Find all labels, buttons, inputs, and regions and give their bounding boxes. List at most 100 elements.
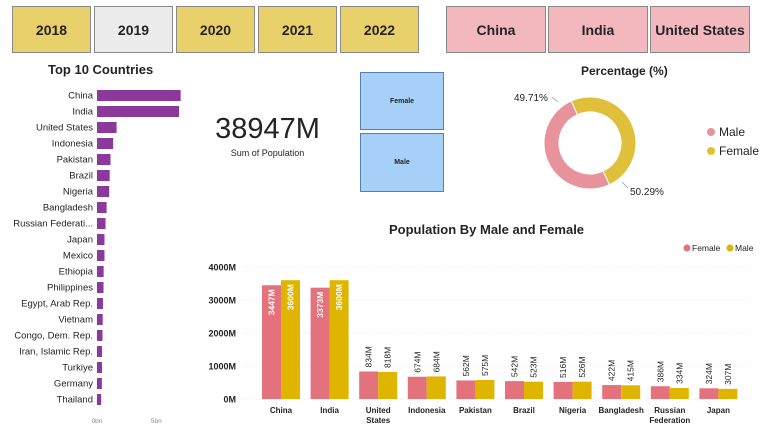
- gender-x-tick: Pakistan: [459, 406, 492, 415]
- gender-bar-female: [699, 388, 719, 399]
- gender-bar-male: [281, 280, 300, 399]
- gender-bar-male: [718, 388, 738, 399]
- gender-bar-label: 386M: [655, 361, 665, 382]
- top-country-label: Egypt, Arab Rep.: [21, 299, 93, 310]
- top-country-bar: [97, 218, 106, 229]
- donut-label-female: 49.71%: [514, 93, 548, 104]
- gender-x-tick: China: [270, 406, 293, 415]
- top-country-label: Russian Federati...: [13, 219, 93, 230]
- gender-bar-label: 3600M: [334, 284, 344, 310]
- top-country-bar: [97, 314, 103, 325]
- gender-bar-label: 307M: [723, 364, 733, 385]
- gender-bar-label: 3600M: [286, 284, 296, 310]
- top-country-bar: [97, 90, 181, 101]
- gender-bar-male: [621, 385, 641, 399]
- gender-bar-male: [669, 387, 689, 399]
- gender-legend-marker: [683, 244, 691, 252]
- gender-y-tick: 4000M: [208, 263, 236, 273]
- top-country-bar: [97, 202, 107, 213]
- gender-x-tick: Japan: [707, 406, 730, 415]
- gender-y-tick: 2000M: [208, 329, 236, 339]
- gender-bar-label: 324M: [704, 363, 714, 384]
- top-country-label: Bangladesh: [43, 203, 93, 214]
- top-countries-chart: China India United States Indonesia Pakistan…: [13, 90, 181, 425]
- top-country-label: Mexico: [63, 251, 93, 262]
- gender-x-tick: India: [320, 406, 339, 415]
- gender-bar-male: [426, 376, 446, 399]
- top-country-label: Thailand: [57, 395, 93, 406]
- gender-bar-label: 3447M: [267, 289, 277, 315]
- top-countries-title: Top 10 Countries: [48, 62, 154, 77]
- gender-chart-title: Population By Male and Female: [389, 222, 585, 237]
- top-country-label: Vietnam: [58, 315, 93, 326]
- country-button-india[interactable]: India: [548, 6, 648, 53]
- gender-x-tick: Indonesia: [408, 406, 446, 415]
- gender-bar-label: 818M: [383, 347, 393, 368]
- top-country-bar: [97, 298, 103, 309]
- gender-bar-female: [505, 381, 524, 399]
- year-button-2022[interactable]: 2022: [340, 6, 419, 53]
- gender-bar-female: [310, 287, 330, 399]
- gender-bar-label: 516M: [558, 357, 568, 378]
- male-filter-button[interactable]: Male: [360, 133, 444, 192]
- kpi-card: 38947M Sum of Population: [205, 112, 330, 158]
- kpi-value: 38947M: [215, 113, 320, 145]
- gender-bar-label: 523M: [529, 356, 539, 377]
- gender-bar-chart: 0M 1000M 2000M 3000M 4000M Female Male 3447M 360…: [208, 243, 753, 425]
- top-country-bar: [97, 330, 103, 341]
- gender-bar-male: [378, 372, 398, 399]
- gender-bar-female: [553, 381, 573, 399]
- donut-slice-female: [570, 96, 637, 186]
- gender-x-tick: Brazil: [513, 406, 535, 415]
- gender-bar-female: [650, 386, 670, 399]
- top-country-bar: [97, 282, 104, 293]
- top-country-label: Ethiopia: [59, 267, 94, 278]
- top-country-bar: [97, 170, 110, 181]
- top-country-label: Nigeria: [63, 187, 94, 198]
- top-country-bar: [97, 378, 102, 389]
- gender-bar-label: 674M: [412, 351, 422, 372]
- top-country-label: Indonesia: [52, 139, 94, 150]
- gender-bar-female: [262, 285, 281, 399]
- percentage-title: Percentage (%): [581, 64, 668, 78]
- percentage-donut-chart: 50.29% 49.71% Male Female: [514, 93, 759, 198]
- gender-y-tick: 1000M: [208, 362, 236, 372]
- top-country-label: Germany: [54, 379, 93, 390]
- top-country-bar: [97, 394, 102, 405]
- top-country-label: Brazil: [69, 171, 93, 182]
- donut-leader-line: [621, 181, 629, 189]
- top-country-label: Japan: [67, 235, 93, 246]
- female-filter-button[interactable]: Female: [360, 72, 444, 130]
- top-country-bar: [97, 122, 117, 133]
- gender-bar-label: 834M: [364, 346, 374, 367]
- gender-bar-female: [359, 371, 379, 399]
- top-country-bar: [97, 106, 179, 117]
- donut-leader-line: [551, 96, 559, 103]
- gender-legend-female: Female: [692, 243, 721, 253]
- top-x-tick: 0bn: [92, 418, 103, 425]
- gender-bar-female: [456, 380, 476, 399]
- top-country-bar: [97, 266, 104, 277]
- top-country-bar: [97, 346, 102, 357]
- donut-label-male: 50.29%: [630, 187, 664, 198]
- year-button-2021[interactable]: 2021: [258, 6, 337, 53]
- gender-bar-label: 526M: [577, 356, 587, 377]
- gender-bar-label: 334M: [674, 363, 684, 384]
- top-country-label: China: [68, 91, 94, 102]
- top-country-bar: [97, 186, 110, 197]
- top-country-bar: [97, 362, 102, 373]
- gender-bar-label: 575M: [480, 355, 490, 376]
- gender-bar-male: [329, 280, 349, 399]
- gender-x-tick: Nigeria: [559, 406, 587, 415]
- gender-bar-label: 422M: [607, 360, 617, 381]
- year-button-2020[interactable]: 2020: [176, 6, 255, 53]
- year-button-2018[interactable]: 2018: [12, 6, 91, 53]
- country-button-china[interactable]: China: [446, 6, 546, 53]
- year-button-2019[interactable]: 2019: [94, 6, 173, 53]
- country-button-united-states[interactable]: United States: [650, 6, 750, 53]
- top-x-tick: 5bn: [151, 418, 162, 425]
- gender-bar-female: [407, 376, 427, 399]
- donut-legend-female: Female: [719, 144, 759, 158]
- top-country-bar: [97, 250, 105, 261]
- gender-bar-female: [602, 385, 622, 399]
